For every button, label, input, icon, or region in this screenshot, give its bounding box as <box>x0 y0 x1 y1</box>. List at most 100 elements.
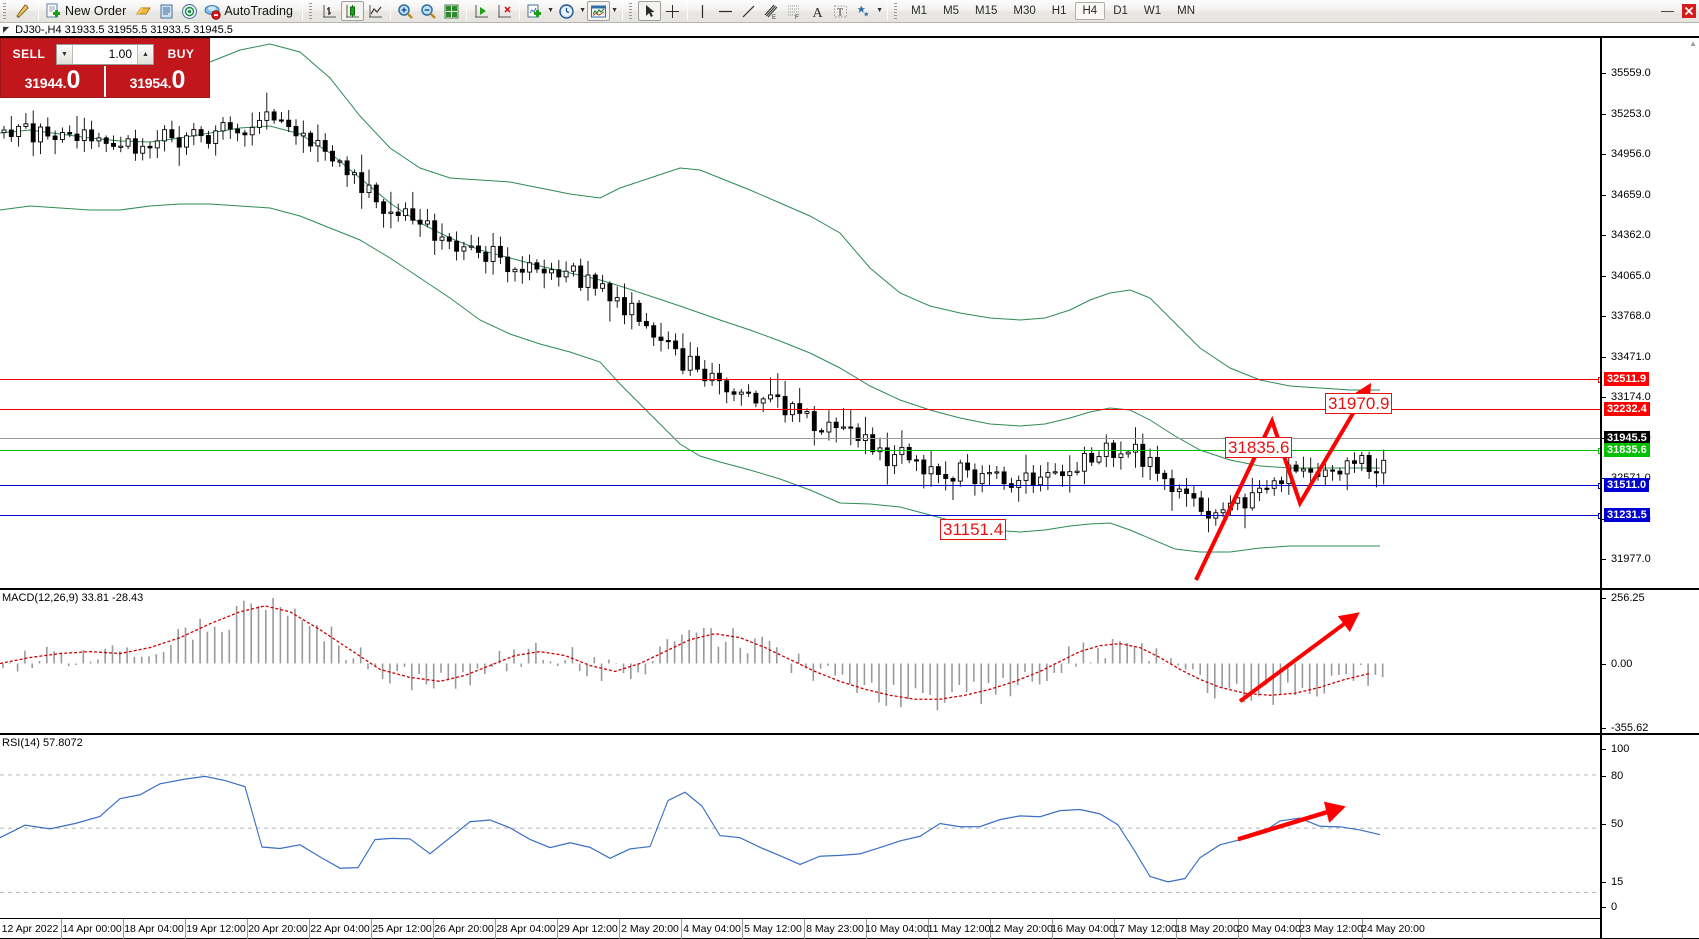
macd-pane[interactable]: MACD(12,26,9) 33.81 -28.43 256.25 0.00 -… <box>0 589 1699 734</box>
rsi-pane[interactable]: RSI(14) 57.8072 12 Apr 2022 14 Apr 00:00 1… <box>0 734 1699 939</box>
minimize-button[interactable]: — <box>1661 3 1674 18</box>
chart-shift-button[interactable] <box>493 1 516 21</box>
add-indicator-icon <box>526 3 543 20</box>
close-button[interactable] <box>1678 1 1699 21</box>
price-plot-area[interactable]: 31835.6 31970.9 31151.4 30582.2 <box>0 38 1600 588</box>
macd-tick: 0.00 <box>1602 658 1699 670</box>
toolbar-grip-4[interactable] <box>892 2 901 20</box>
rsi-axis[interactable]: 100 80 50 15 0 <box>1600 735 1699 938</box>
annotation-31970[interactable]: 31970.9 <box>1325 393 1393 414</box>
time-axis-label: 20 May 04:00 <box>1237 923 1301 935</box>
price-tick: 33471.0 <box>1602 351 1699 363</box>
timeframe-m15[interactable]: M15 <box>975 5 998 17</box>
crosshair-tool[interactable] <box>661 1 684 21</box>
periods-button[interactable] <box>555 1 578 21</box>
toolbar-grip-3[interactable] <box>627 2 636 20</box>
new-order-button[interactable]: New Order <box>42 1 132 21</box>
zoom-in-button[interactable] <box>394 1 417 21</box>
timeframe-m30[interactable]: M30 <box>1013 5 1036 17</box>
one-click-trading-panel[interactable]: SELL ▼ 1.00 ▲ BUY 31944 . 0 31954 . 0 <box>0 38 210 98</box>
time-axis[interactable]: 12 Apr 2022 14 Apr 00:00 18 Apr 04:00 19 Ap… <box>0 918 1600 939</box>
bar-chart-button[interactable] <box>318 1 341 21</box>
clock-icon <box>558 3 575 20</box>
macd-axis[interactable]: 256.25 0.00 -355.62 <box>1600 590 1699 734</box>
timeframe-m1[interactable]: M1 <box>911 5 928 17</box>
macd-tick: 256.25 <box>1602 592 1699 604</box>
price-label-32511[interactable]: 32511.9 <box>1604 372 1650 386</box>
rsi-tick: 100 <box>1602 743 1699 755</box>
vertical-line-tool[interactable] <box>691 1 714 21</box>
price-tick: 33768.0 <box>1602 310 1699 322</box>
crosshair-icon <box>664 3 681 20</box>
text-label-tool[interactable]: T <box>829 1 852 21</box>
volume-stepper[interactable]: ▼ 1.00 ▲ <box>56 43 154 65</box>
periods-chevron-down-icon[interactable]: ▼ <box>579 7 587 14</box>
line-chart-button[interactable] <box>364 1 387 21</box>
price-label-31511[interactable]: 31511.0 <box>1604 478 1650 492</box>
horizontal-line-icon <box>717 3 734 20</box>
data-window-button[interactable] <box>155 1 178 21</box>
resistance-line-32232[interactable] <box>0 409 1600 410</box>
templates-button[interactable] <box>587 1 611 21</box>
timeframe-h4[interactable]: H4 <box>1074 2 1106 20</box>
timeframe-h1[interactable]: H1 <box>1051 5 1067 17</box>
annotation-31151[interactable]: 31151.4 <box>940 519 1007 540</box>
time-axis-label: 17 May 12:00 <box>1113 923 1177 935</box>
cursor-tool[interactable] <box>638 1 662 21</box>
support-line-31231[interactable] <box>0 513 1600 519</box>
templates-chevron-down-icon[interactable]: ▼ <box>611 7 619 14</box>
time-axis-separator <box>123 919 124 939</box>
rsi-forecast-arrow <box>1237 801 1346 842</box>
indicators-button[interactable] <box>523 1 546 21</box>
shapes-chevron-down-icon[interactable]: ▼ <box>876 7 884 14</box>
timeframe-w1[interactable]: W1 <box>1143 5 1162 17</box>
volume-decrease-button[interactable]: ▼ <box>57 44 73 64</box>
annotation-31835[interactable]: 31835.6 <box>1225 437 1293 458</box>
buy-price-separator: . <box>167 75 172 91</box>
support-line-31511[interactable] <box>0 483 1600 489</box>
macd-label: MACD(12,26,9) 33.81 -28.43 <box>2 592 144 604</box>
shapes-tool[interactable] <box>852 1 875 21</box>
timeframe-mn[interactable]: MN <box>1177 5 1196 17</box>
toolbar-grip-2[interactable] <box>307 2 316 20</box>
trendline-tool[interactable] <box>737 1 760 21</box>
resistance-line-32511[interactable] <box>0 377 1600 383</box>
text-a-icon: A <box>809 3 826 21</box>
equidistant-channel-tool[interactable]: E <box>760 1 783 21</box>
fibonacci-tool[interactable]: F <box>783 1 806 21</box>
market-watch-button[interactable] <box>132 1 155 21</box>
support-line-31835[interactable] <box>0 448 1600 454</box>
horizontal-line-tool[interactable] <box>714 1 737 21</box>
channel-icon: E <box>763 3 780 21</box>
timeframe-d1[interactable]: D1 <box>1113 5 1128 17</box>
price-axis[interactable]: ▲ 35559.0 35253.0 34956.0 34659.0 34362.… <box>1600 38 1699 768</box>
volume-value[interactable]: 1.00 <box>108 46 132 61</box>
time-axis-separator <box>1114 919 1115 939</box>
rsi-plot-area[interactable] <box>0 735 1600 918</box>
macd-plot-area[interactable] <box>0 590 1600 733</box>
text-tool[interactable]: A <box>806 1 829 21</box>
indicators-chevron-down-icon[interactable]: ▼ <box>547 7 555 14</box>
auto-scroll-button[interactable] <box>470 1 493 21</box>
tile-windows-button[interactable] <box>440 1 463 21</box>
volume-increase-button[interactable]: ▲ <box>137 44 153 64</box>
buy-button[interactable]: BUY <box>167 46 195 61</box>
scroll-up-icon[interactable]: ▲ <box>1689 39 1697 48</box>
price-label-31835[interactable]: 31835.6 <box>1604 443 1650 457</box>
price-chart-pane[interactable]: 31835.6 31970.9 31151.4 30582.2 ▲ 35559.… <box>0 37 1699 768</box>
price-tick: 35559.0 <box>1602 67 1699 79</box>
timeframe-m5[interactable]: M5 <box>943 5 960 17</box>
toolbar-grip-1[interactable] <box>1 2 9 20</box>
navigator-button[interactable] <box>178 1 201 21</box>
toolbar-pencil-icon[interactable] <box>12 1 35 21</box>
price-label-32232[interactable]: 32232.4 <box>1604 402 1650 416</box>
candlestick-chart-button[interactable] <box>341 1 365 21</box>
buy-price[interactable]: 31954 . 0 <box>106 66 209 97</box>
zoom-out-button[interactable] <box>417 1 440 21</box>
tile-windows-icon <box>443 3 460 20</box>
autotrading-button[interactable]: AutoTrading <box>201 1 299 21</box>
sell-price[interactable]: 31944 . 0 <box>1 66 104 97</box>
time-axis-separator <box>804 919 805 939</box>
sell-button[interactable]: SELL <box>12 46 46 61</box>
price-label-31231[interactable]: 31231.5 <box>1604 508 1650 522</box>
